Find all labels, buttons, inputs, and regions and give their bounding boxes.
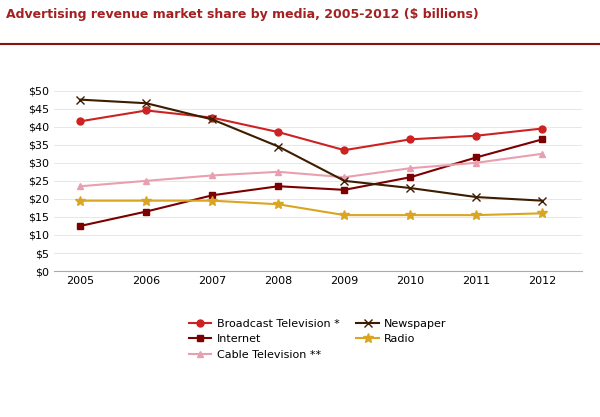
Text: Advertising revenue market share by media, 2005-2012 ($ billions): Advertising revenue market share by medi…	[6, 8, 479, 21]
Legend: Broadcast Television *, Internet, Cable Television **, Newspaper, Radio: Broadcast Television *, Internet, Cable …	[185, 314, 451, 364]
